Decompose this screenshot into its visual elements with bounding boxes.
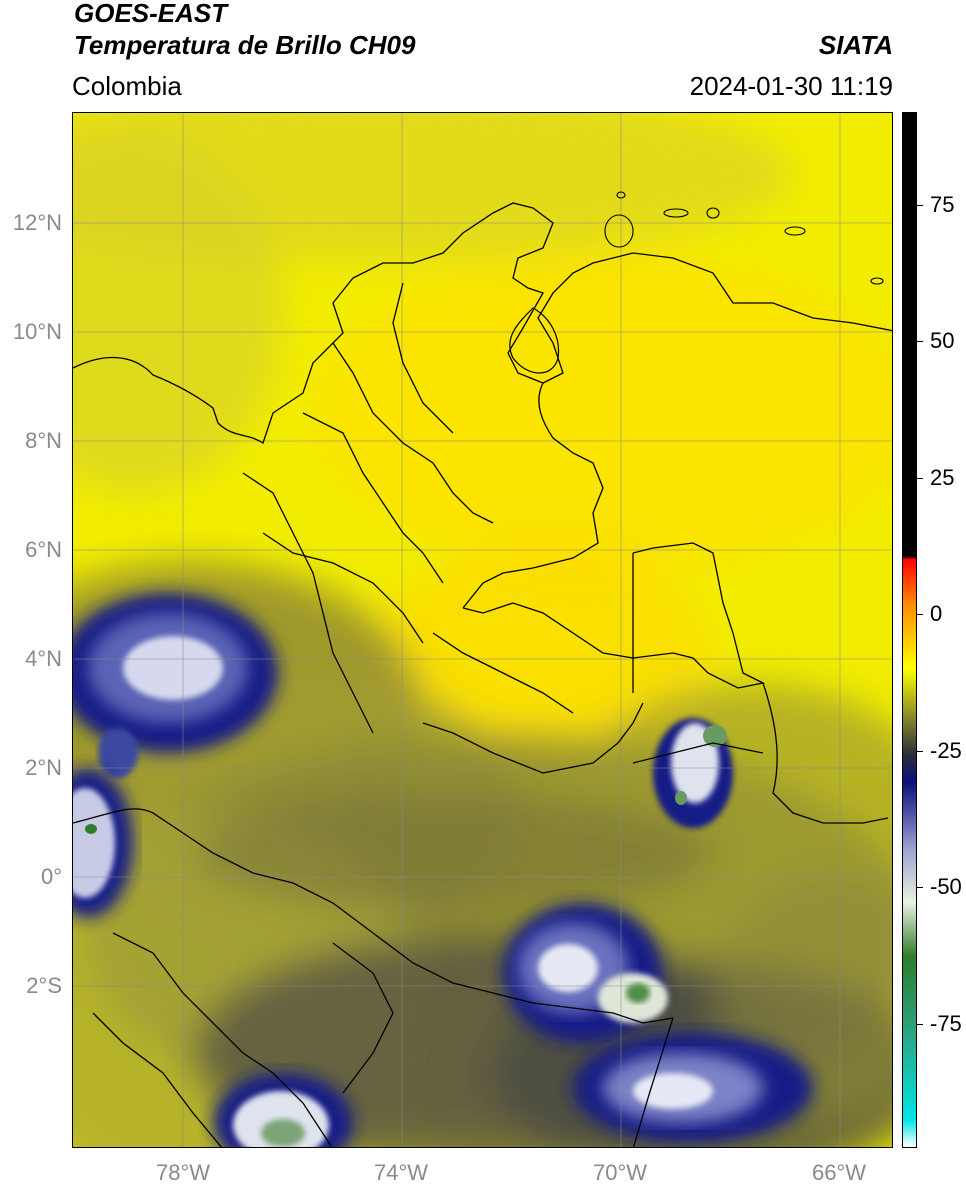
- colorbar-label-minus75: -75: [930, 1011, 962, 1036]
- product-title: Temperatura de Brillo CH09: [74, 30, 416, 60]
- lat-label-8n: 8°N: [25, 428, 62, 453]
- lat-label-10n: 10°N: [12, 319, 62, 344]
- satellite-map: [72, 112, 893, 1148]
- lon-label-74w: 74°W: [373, 1160, 429, 1185]
- lat-label-12n: 12°N: [12, 210, 62, 235]
- region-label: Colombia: [72, 71, 182, 101]
- cloud-cluster-amazon-west: [503, 903, 668, 1043]
- lat-label-6n: 6°N: [25, 537, 62, 562]
- colorbar-label-minus50: -50: [930, 874, 962, 899]
- map-canvas: [73, 113, 892, 1147]
- colorbar-label-0: 0: [930, 601, 943, 626]
- lat-label-2n: 2°N: [25, 755, 62, 780]
- cloud-cluster-east: [653, 718, 733, 828]
- lat-label-4n: 4°N: [25, 646, 62, 671]
- borders: [73, 202, 892, 1147]
- colorbar-label-25: 25: [930, 465, 955, 490]
- colorbar-label-minus25: -25: [930, 738, 962, 763]
- colorbar-tick: [917, 205, 923, 206]
- agency-label: SIATA: [818, 30, 893, 60]
- cloud-cluster-pacific-north: [73, 593, 278, 778]
- cloud-cluster-amazon-east: [573, 1033, 813, 1143]
- colorbar-label-50: 50: [930, 328, 955, 353]
- colorbar-tick: [917, 1024, 923, 1025]
- colorbar-tick: [917, 751, 923, 752]
- lat-label-2s: 2°S: [26, 973, 62, 998]
- colorbar-tick: [917, 341, 923, 342]
- lon-label-70w: 70°W: [592, 1160, 648, 1185]
- lat-label-0: 0°: [40, 864, 62, 889]
- lake-maracaibo: [509, 307, 560, 374]
- colorbar-tick: [917, 887, 923, 888]
- datetime-label: 2024-01-30 11:19: [689, 71, 893, 101]
- satellite-title: GOES-EAST: [74, 0, 228, 28]
- lon-label-66w: 66°W: [811, 1160, 867, 1185]
- islands: [604, 191, 884, 285]
- cloud-cluster-pacific-south: [73, 768, 133, 918]
- colorbar-tick: [917, 478, 923, 479]
- colorbar-tick: [917, 614, 923, 615]
- graticule: [73, 113, 892, 1147]
- colorbar-label-75: 75: [930, 192, 955, 217]
- lon-label-78w: 78°W: [155, 1160, 211, 1185]
- colorbar: [902, 112, 917, 1148]
